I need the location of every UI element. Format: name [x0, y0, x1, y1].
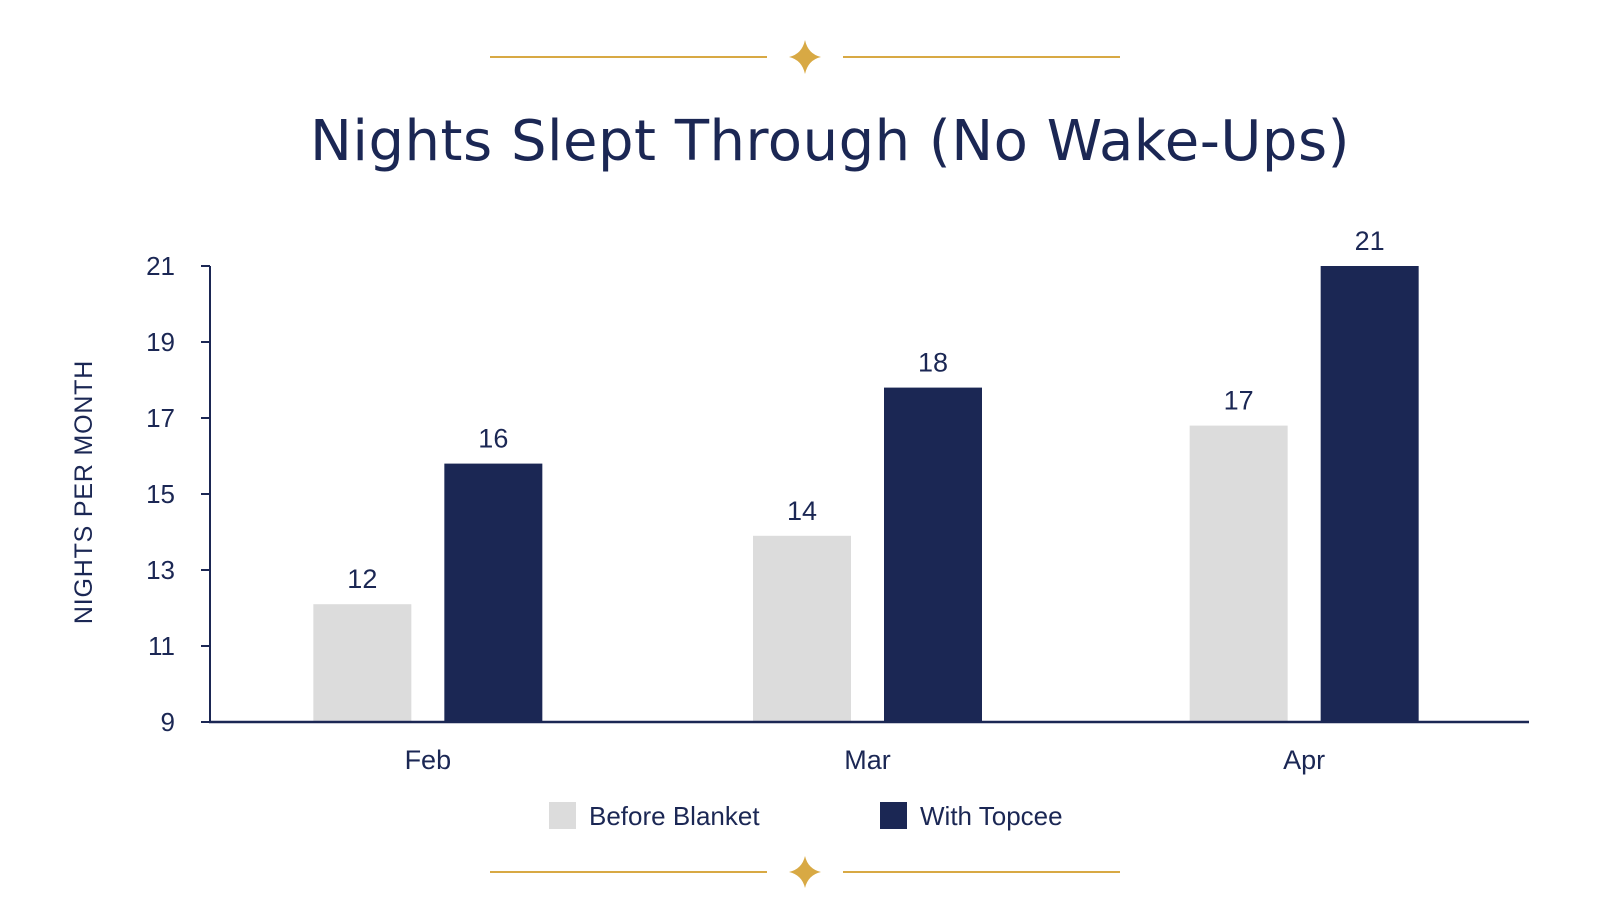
bars [313, 266, 1419, 722]
y-axis-title: NIGHTS PER MONTH [70, 360, 98, 624]
y-tick-label: 11 [148, 631, 175, 661]
axes [209, 266, 1529, 724]
x-category-label: Mar [844, 745, 891, 775]
data-label: 21 [1355, 226, 1385, 256]
y-tick-label: 21 [146, 251, 175, 281]
y-tick-label: 13 [146, 555, 175, 585]
y-tick-label: 15 [146, 479, 175, 509]
bar-before-blanket-feb [313, 604, 412, 722]
data-label: 17 [1224, 386, 1254, 416]
legend: Before Blanket With Topcee [549, 801, 1063, 831]
bottom-ornament [490, 856, 1120, 888]
legend-swatch-before-blanket [549, 802, 576, 829]
x-category-label: Apr [1283, 745, 1325, 775]
bar-before-blanket-apr [1189, 425, 1288, 722]
bar-with-topcee-mar [884, 387, 982, 722]
bar-with-topcee-apr [1320, 266, 1419, 722]
data-label: 16 [478, 424, 508, 454]
data-label: 12 [347, 564, 377, 594]
bar-with-topcee-feb [444, 463, 543, 722]
data-label: 18 [918, 348, 948, 378]
top-ornament [490, 40, 1120, 74]
y-tick-label: 9 [161, 707, 175, 737]
four-point-star-icon [789, 856, 821, 888]
y-tick-label: 17 [146, 403, 175, 433]
data-label: 14 [787, 496, 817, 526]
chart-title: Nights Slept Through (No Wake-Ups) [310, 109, 1350, 174]
y-tick-label: 19 [146, 327, 175, 357]
value-labels: 12 16 14 18 17 21 [347, 226, 1384, 594]
four-point-star-icon [789, 40, 821, 74]
x-category-label: Feb [405, 745, 452, 775]
legend-label-before-blanket: Before Blanket [589, 801, 760, 831]
legend-label-with-topcee: With Topcee [920, 801, 1063, 831]
y-axis-ticks: 9 11 13 15 17 19 21 [146, 251, 210, 737]
legend-swatch-with-topcee [880, 802, 907, 829]
bar-before-blanket-mar [753, 535, 851, 722]
category-labels: Feb Mar Apr [405, 745, 1326, 775]
